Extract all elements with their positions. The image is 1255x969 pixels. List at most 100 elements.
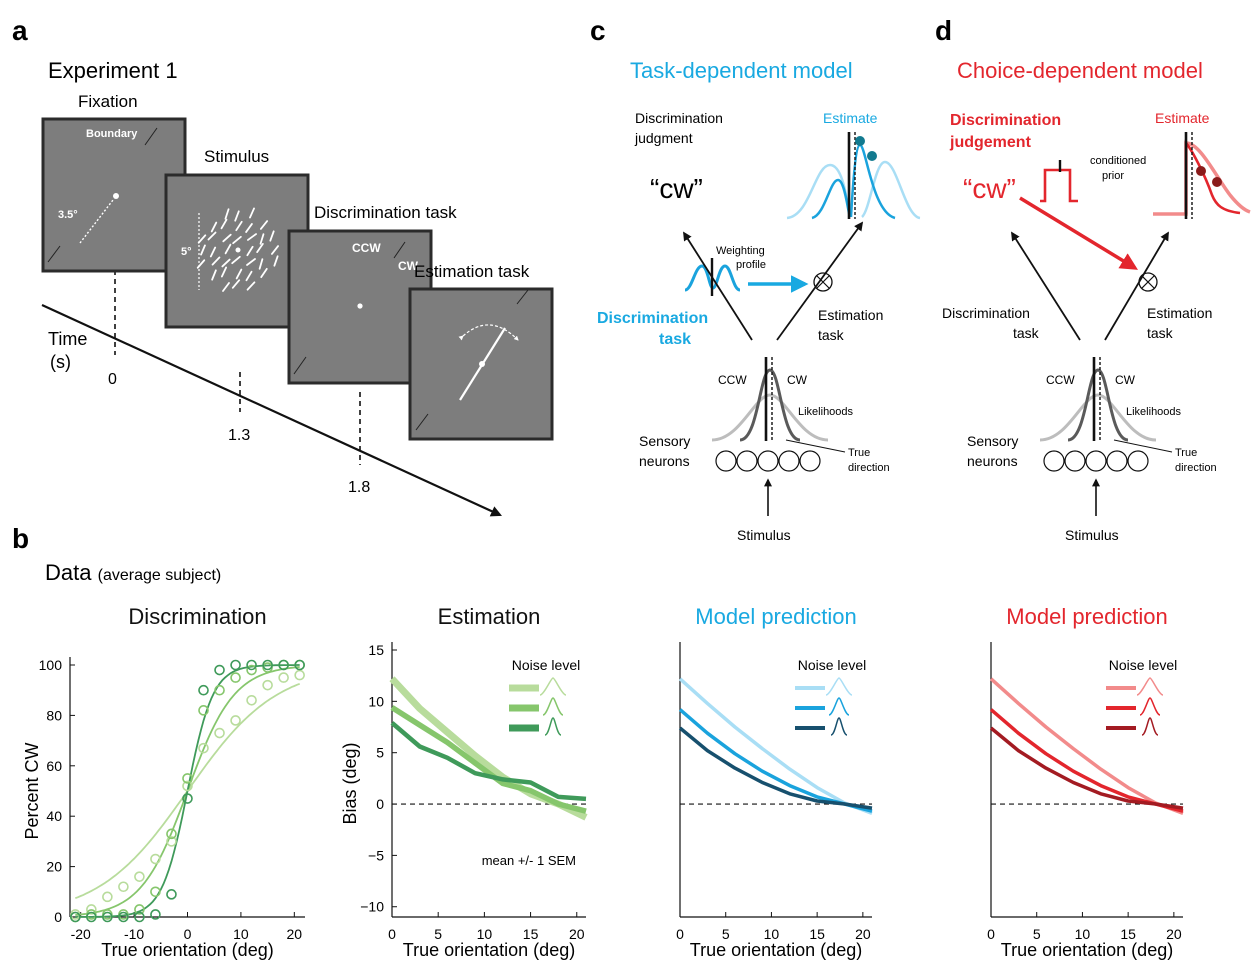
panel-label-a: a bbox=[12, 15, 28, 46]
stimulus-element bbox=[247, 233, 257, 241]
task-stimulus: Stimulus bbox=[737, 527, 791, 543]
task-disc-task-2: task bbox=[659, 331, 691, 348]
time-1: 1.3 bbox=[228, 427, 250, 444]
x-tick-label: -10 bbox=[124, 926, 144, 942]
stimulus-fixation-dot bbox=[235, 247, 241, 253]
stimulus-element bbox=[209, 246, 217, 258]
stimulus-element bbox=[245, 223, 253, 233]
data-point bbox=[246, 694, 257, 706]
x-tick-label: 0 bbox=[676, 926, 684, 942]
data-point bbox=[86, 904, 97, 915]
x-tick-label: 15 bbox=[523, 926, 539, 942]
legend-title: Noise level bbox=[512, 657, 580, 673]
task-likelihoods-label: Likelihoods bbox=[798, 406, 854, 418]
data-point bbox=[214, 684, 225, 696]
choice-cw-quote: “cw” bbox=[963, 173, 1016, 204]
choice-estimate-label: Estimate bbox=[1155, 110, 1210, 126]
data-point bbox=[134, 904, 145, 915]
data-point bbox=[150, 909, 161, 920]
data-point bbox=[182, 773, 193, 784]
panel-label-b: b bbox=[12, 523, 29, 554]
stimulus-element bbox=[196, 259, 206, 269]
chart-title: Model prediction bbox=[1006, 604, 1167, 629]
stimulus-element bbox=[234, 210, 240, 222]
x-tick-label: 10 bbox=[764, 926, 780, 942]
task-dependent-model: Task-dependent model Discrimination judg… bbox=[597, 58, 921, 543]
x-tick-label: 5 bbox=[434, 926, 442, 942]
time-axis bbox=[41, 304, 502, 517]
discrimination-task-label: Discrimination task bbox=[314, 203, 457, 222]
legend-bump-icon bbox=[539, 677, 567, 696]
data-point bbox=[118, 911, 129, 923]
data-point bbox=[70, 911, 81, 923]
choice-disc-task-2: task bbox=[1013, 325, 1040, 341]
stimulus-element bbox=[260, 267, 268, 279]
x-tick-label: 15 bbox=[809, 926, 825, 942]
y-tick-label: −5 bbox=[368, 847, 384, 863]
x-tick-label: 15 bbox=[1120, 926, 1136, 942]
y-tick-label: 40 bbox=[46, 808, 62, 824]
x-tick-label: 20 bbox=[1166, 926, 1182, 942]
rotate-arrow bbox=[458, 324, 519, 341]
conditioned-label-2: prior bbox=[1102, 170, 1124, 182]
legend-bump-icon bbox=[825, 677, 853, 696]
x-tick-label: 10 bbox=[233, 926, 249, 942]
stimulus-element bbox=[235, 268, 243, 280]
data-point bbox=[166, 889, 177, 900]
stimulus-element bbox=[246, 281, 256, 291]
task-disc-judgment-2: judgment bbox=[634, 130, 693, 146]
stimulus-label: Stimulus bbox=[204, 147, 269, 166]
task-sensory-1: Sensory bbox=[639, 433, 690, 449]
choice-est-task-1: Estimation bbox=[1147, 305, 1212, 321]
series-line-1 bbox=[678, 677, 873, 815]
choice-model-title: Choice-dependent model bbox=[957, 58, 1203, 83]
choice-sensory-2: neurons bbox=[967, 453, 1018, 469]
choice-est-task-2: task bbox=[1147, 325, 1174, 341]
stimulus-element bbox=[222, 233, 232, 243]
stimulus-element bbox=[221, 258, 231, 268]
stimulus-element bbox=[246, 245, 254, 257]
chart-title: Estimation bbox=[438, 604, 541, 629]
stimulus-element bbox=[211, 256, 221, 266]
choice-neuron-population bbox=[1043, 450, 1149, 472]
y-axis-label: Percent CW bbox=[22, 742, 42, 839]
chart-title: Discrimination bbox=[128, 604, 266, 629]
stimulus-element bbox=[224, 208, 230, 220]
data-point bbox=[278, 659, 289, 671]
choice-disc-judgement-1: Discrimination bbox=[950, 112, 1061, 129]
legend-bump-icon bbox=[544, 717, 562, 736]
data-point bbox=[198, 742, 209, 754]
y-tick-label: 100 bbox=[39, 657, 63, 673]
stimulus-element bbox=[246, 258, 256, 266]
legend-bump-icon bbox=[828, 697, 850, 716]
data-point bbox=[166, 836, 177, 847]
legend-bump-icon bbox=[830, 717, 848, 736]
x-tick-label: 20 bbox=[855, 926, 871, 942]
fixation-dot bbox=[113, 193, 119, 199]
discrimination-chart: Discrimination -20 -10 0 10 20 True orientatio… bbox=[22, 604, 305, 960]
choice-estimate-distributions bbox=[1153, 132, 1251, 219]
stimulus-element bbox=[220, 266, 228, 278]
stimulus-element bbox=[231, 255, 241, 265]
chart-title: Model prediction bbox=[695, 604, 856, 629]
data-heading-sub: (average subject) bbox=[98, 567, 222, 584]
stimulus-element bbox=[258, 258, 264, 270]
eccentricity-label: 3.5° bbox=[58, 209, 78, 221]
boundary-label: Boundary bbox=[86, 128, 138, 140]
data-point bbox=[262, 659, 273, 671]
data-point bbox=[102, 911, 113, 923]
x-axis-label: True orientation (deg) bbox=[403, 940, 575, 960]
series-line-3 bbox=[989, 726, 1184, 810]
x-tick-label: 5 bbox=[722, 926, 730, 942]
data-point bbox=[294, 669, 305, 681]
data-point bbox=[86, 911, 97, 923]
data-point bbox=[262, 679, 273, 691]
stimulus-element bbox=[211, 269, 217, 281]
series-line-3 bbox=[678, 726, 873, 810]
weighting-label-2: profile bbox=[736, 259, 766, 271]
task-est-task-2: task bbox=[818, 327, 845, 343]
